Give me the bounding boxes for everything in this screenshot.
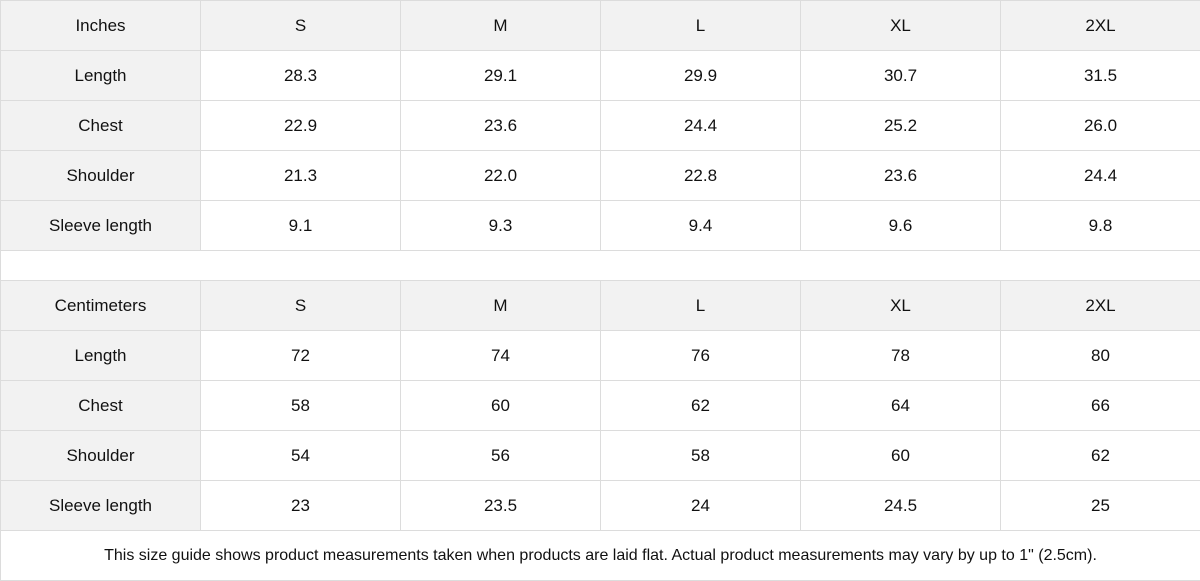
centimeters-unit-label: Centimeters [1, 281, 201, 331]
measurement-value: 9.3 [401, 201, 601, 251]
note-row: This size guide shows product measuremen… [1, 531, 1200, 581]
measurement-value: 21.3 [201, 151, 401, 201]
measurement-value: 60 [801, 431, 1001, 481]
measurement-value: 23.6 [401, 101, 601, 151]
measurement-value: 80 [1001, 331, 1200, 381]
size-header: L [601, 281, 801, 331]
measurement-label: Chest [1, 381, 201, 431]
measurement-value: 24 [601, 481, 801, 531]
measurement-label: Sleeve length [1, 481, 201, 531]
spacer-cell [1, 251, 1200, 281]
measurement-label: Length [1, 51, 201, 101]
measurement-value: 54 [201, 431, 401, 481]
measurement-label: Shoulder [1, 431, 201, 481]
measurement-value: 29.9 [601, 51, 801, 101]
measurement-value: 28.3 [201, 51, 401, 101]
measurement-value: 9.1 [201, 201, 401, 251]
measurement-value: 24.4 [601, 101, 801, 151]
size-header: L [601, 1, 801, 51]
measurement-label: Length [1, 331, 201, 381]
measurement-value: 76 [601, 331, 801, 381]
measurement-value: 58 [601, 431, 801, 481]
inches-unit-label: Inches [1, 1, 201, 51]
measurement-value: 58 [201, 381, 401, 431]
measurement-label: Sleeve length [1, 201, 201, 251]
size-header: S [201, 281, 401, 331]
measurement-value: 62 [601, 381, 801, 431]
measurement-value: 25 [1001, 481, 1200, 531]
measurement-value: 24.5 [801, 481, 1001, 531]
measurement-value: 60 [401, 381, 601, 431]
measurement-label: Chest [1, 101, 201, 151]
measurement-value: 72 [201, 331, 401, 381]
size-header: 2XL [1001, 1, 1200, 51]
measurement-value: 31.5 [1001, 51, 1200, 101]
size-header: 2XL [1001, 281, 1200, 331]
measurement-value: 25.2 [801, 101, 1001, 151]
measurement-value: 24.4 [1001, 151, 1200, 201]
measurement-value: 23.6 [801, 151, 1001, 201]
spacer-row [1, 251, 1200, 281]
size-header: XL [801, 281, 1001, 331]
measurement-value: 64 [801, 381, 1001, 431]
measurement-value: 22.9 [201, 101, 401, 151]
measurement-value: 22.0 [401, 151, 601, 201]
measurement-value: 30.7 [801, 51, 1001, 101]
measurement-value: 74 [401, 331, 601, 381]
measurement-value: 29.1 [401, 51, 601, 101]
measurement-label: Shoulder [1, 151, 201, 201]
size-header: S [201, 1, 401, 51]
measurement-value: 9.8 [1001, 201, 1200, 251]
measurement-value: 56 [401, 431, 601, 481]
measurement-value: 9.4 [601, 201, 801, 251]
measurement-value: 26.0 [1001, 101, 1200, 151]
measurement-value: 23.5 [401, 481, 601, 531]
size-guide-note: This size guide shows product measuremen… [1, 531, 1200, 581]
measurement-value: 22.8 [601, 151, 801, 201]
measurement-value: 78 [801, 331, 1001, 381]
measurement-value: 62 [1001, 431, 1200, 481]
size-header: XL [801, 1, 1001, 51]
size-header: M [401, 281, 601, 331]
measurement-value: 66 [1001, 381, 1200, 431]
measurement-value: 23 [201, 481, 401, 531]
size-header: M [401, 1, 601, 51]
measurement-value: 9.6 [801, 201, 1001, 251]
